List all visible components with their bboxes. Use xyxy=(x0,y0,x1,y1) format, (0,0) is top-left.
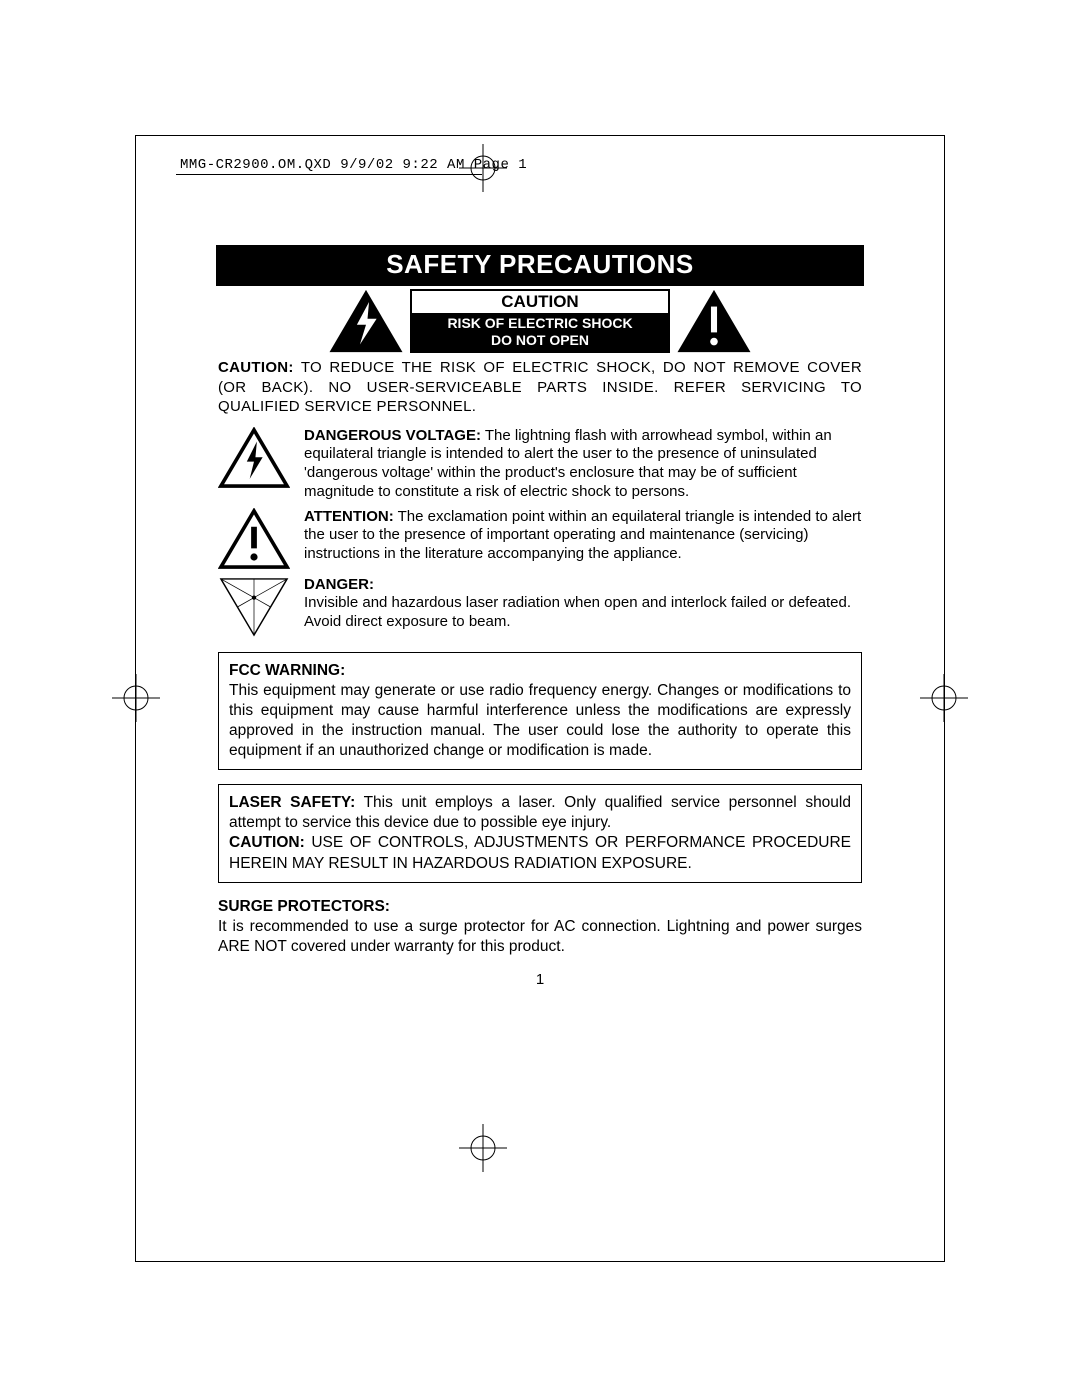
surge-lead: SURGE PROTECTORS: xyxy=(218,898,390,915)
dangerous-voltage-row: DANGEROUS VOLTAGE: The lightning flash w… xyxy=(218,427,862,502)
surge-body: It is recommended to use a surge protect… xyxy=(218,918,862,955)
exclamation-triangle-outline-icon xyxy=(218,508,290,570)
page-number: 1 xyxy=(216,971,864,988)
header-underline xyxy=(176,174,482,175)
crop-mark-right xyxy=(916,670,972,726)
title-bar: SAFETY PRECAUTIONS xyxy=(216,245,864,286)
att-lead: ATTENTION: xyxy=(304,508,394,525)
caution-paragraph: CAUTION: TO REDUCE THE RISK OF ELECTRIC … xyxy=(218,358,862,417)
crop-mark-top xyxy=(455,140,511,196)
laser-body2: USE OF CONTROLS, ADJUSTMENTS OR PERFORMA… xyxy=(229,834,851,871)
fcc-lead: FCC WARNING: xyxy=(229,662,345,679)
surge-protectors-section: SURGE PROTECTORS: It is recommended to u… xyxy=(218,897,862,957)
laser-lead1: LASER SAFETY: xyxy=(229,794,355,811)
danger-row: DANGER: Invisible and hazardous laser ra… xyxy=(218,576,862,638)
attention-text: ATTENTION: The exclamation point within … xyxy=(304,508,862,564)
caution-body: TO REDUCE THE RISK OF ELECTRIC SHOCK, DO… xyxy=(218,359,862,415)
attention-row: ATTENTION: The exclamation point within … xyxy=(218,508,862,570)
fcc-body: This equipment may generate or use radio… xyxy=(229,682,851,759)
laser-safety-box: LASER SAFETY: This unit employs a laser.… xyxy=(218,784,862,883)
content-area: SAFETY PRECAUTIONS CAUTION RISK OF ELECT… xyxy=(216,245,864,988)
caution-center-box: CAUTION RISK OF ELECTRIC SHOCK DO NOT OP… xyxy=(410,289,670,354)
crop-mark-left xyxy=(108,670,164,726)
caution-line2: DO NOT OPEN xyxy=(412,332,668,349)
laser-lead2: CAUTION: xyxy=(229,834,305,851)
crop-mark-bottom xyxy=(455,1120,511,1176)
lightning-triangle-icon xyxy=(328,288,404,354)
exclamation-triangle-icon xyxy=(676,288,752,354)
caution-heading: CAUTION xyxy=(412,291,668,313)
caution-risk-text: RISK OF ELECTRIC SHOCK DO NOT OPEN xyxy=(412,313,668,352)
lightning-triangle-outline-icon xyxy=(218,427,290,489)
caution-block: CAUTION RISK OF ELECTRIC SHOCK DO NOT OP… xyxy=(216,288,864,354)
fcc-warning-box: FCC WARNING: This equipment may generate… xyxy=(218,652,862,771)
caution-lead: CAUTION: xyxy=(218,359,294,376)
dv-lead: DANGEROUS VOLTAGE: xyxy=(304,427,481,444)
danger-lead: DANGER: xyxy=(304,576,374,593)
dangerous-voltage-text: DANGEROUS VOLTAGE: The lightning flash w… xyxy=(304,427,862,502)
inverted-triangle-icon xyxy=(218,576,290,638)
danger-body: Invisible and hazardous laser radiation … xyxy=(304,594,851,630)
danger-text: DANGER: Invisible and hazardous laser ra… xyxy=(304,576,862,632)
caution-line1: RISK OF ELECTRIC SHOCK xyxy=(412,315,668,332)
